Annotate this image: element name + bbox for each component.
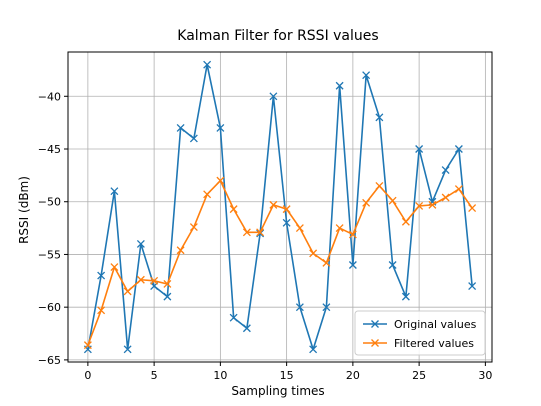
data-point [322,303,331,312]
legend-marker [371,320,379,328]
x-tick-label: 15 [280,369,294,382]
data-point [97,306,106,315]
data-point [441,193,450,202]
data-point [309,345,318,354]
y-axis-label: RSSI (dBm) [17,176,31,244]
data-point [163,280,172,288]
data-point [415,201,424,210]
x-tick-label: 0 [84,369,91,382]
chart-title: Kalman Filter for RSSI values [177,28,378,44]
data-point [229,313,238,322]
data-point [136,239,145,248]
data-point [282,218,291,227]
data-point [256,229,265,238]
data-point [441,166,450,175]
data-point [216,123,225,132]
data-point [335,224,344,233]
data-point [388,196,397,205]
data-point [362,198,371,207]
y-tick-label: −60 [38,301,61,314]
data-point [110,187,119,196]
data-point [150,276,159,285]
data-point [136,275,145,284]
legend-entry: Filtered values [363,337,474,350]
legend-label: Original values [394,318,477,331]
legend: Original values Filtered values [354,310,486,356]
x-tick-label: 10 [213,369,227,382]
data-point [295,303,304,312]
data-point [454,185,463,194]
data-point [375,113,384,122]
data-point [163,292,172,301]
data-point [242,324,251,333]
data-point [123,287,132,296]
x-axis-label: Sampling times [231,384,324,398]
y-tick-label: −65 [38,354,61,367]
data-point [203,190,212,199]
data-point [282,205,291,214]
data-point [176,123,185,132]
data-point [428,200,437,209]
data-point [216,176,225,185]
data-point [110,263,119,272]
data-point [348,261,357,269]
series-1 [83,176,477,350]
data-point [335,81,344,90]
data-point [415,145,424,153]
data-point [97,271,106,280]
legend-entry: Original values [363,318,477,331]
data-point [229,205,238,214]
x-tick-label: 20 [346,369,360,382]
y-tick-label: −50 [38,196,61,209]
data-point [83,341,92,350]
x-tick-label: 5 [151,369,158,382]
plot-frame [67,51,493,363]
data-point [176,246,185,255]
data-point [375,181,384,190]
series-layer [83,60,477,354]
x-tick-label: 25 [412,369,426,382]
data-point [189,223,198,231]
data-point [295,224,304,233]
data-point [401,217,410,226]
data-point [362,71,371,80]
data-point [388,261,397,269]
data-point [309,249,318,258]
data-point [256,228,265,237]
x-tick-label: 30 [478,369,492,382]
data-point [348,230,357,239]
data-point [454,145,463,153]
data-point [269,92,278,101]
data-point [322,258,331,267]
data-point [468,282,477,291]
y-tick-label: −55 [38,248,61,261]
data-point [123,345,132,354]
legend-marker [371,339,379,347]
data-point [269,200,278,209]
axis-ticks: 0 5 10 15 20 25 30 −65 −60 −55 −50 −45 −40 [38,90,493,382]
data-point [401,292,410,301]
data-point [242,228,251,237]
legend-box [354,310,486,356]
legend-label: Filtered values [394,337,474,350]
data-point [203,60,212,69]
data-point [468,204,477,213]
y-tick-label: −40 [38,90,61,103]
data-point [189,134,198,143]
y-tick-label: −45 [38,143,61,156]
